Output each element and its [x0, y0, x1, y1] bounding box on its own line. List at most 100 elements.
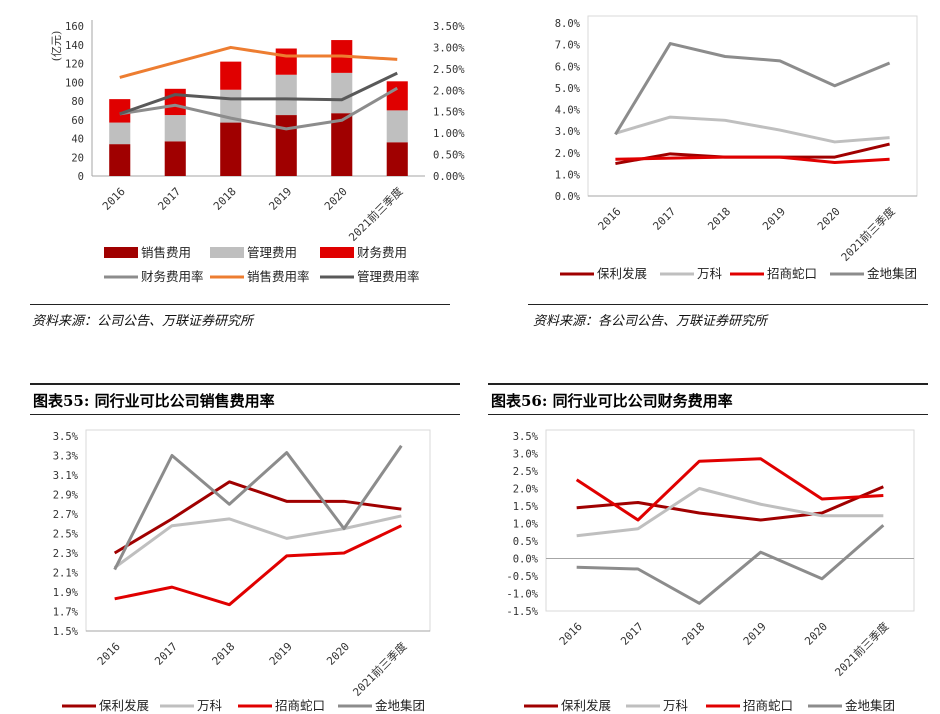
c4-ytick: 2.0% [513, 484, 539, 496]
c2-ytick: 0.0% [555, 191, 581, 203]
c1-legend-label: 财务费用 [357, 245, 407, 260]
c1-rate-line [119, 86, 399, 131]
c3-xtick: 2021前三季度 [350, 639, 410, 699]
source-rule-right [528, 304, 928, 305]
c1-rate-line [119, 71, 398, 116]
c1-legend-label: 管理费用 [247, 245, 297, 260]
c3-ytick: 1.5% [53, 626, 79, 638]
c3-xtick: 2020 [324, 640, 352, 668]
source-note-left: 资料来源：公司公告、万联证券研究所 [32, 314, 254, 329]
c4-legend-label: 金地集团 [845, 698, 895, 713]
c4-series-line [576, 485, 884, 522]
c3-ytick: 1.7% [53, 607, 79, 619]
c1-bar-segment [386, 142, 408, 176]
c1-xtick: 2020 [322, 185, 350, 213]
c2-xtick: 2021前三季度 [838, 204, 898, 264]
c4-legend-label: 万科 [663, 698, 689, 713]
c3-series-line [114, 524, 402, 607]
c3-legend-label: 招商蛇口 [275, 698, 325, 713]
c1-y2tick: 3.50% [433, 21, 465, 33]
title-rule-bottom-right [488, 414, 928, 415]
c3-xtick: 2019 [267, 640, 295, 668]
c2-ytick: 1.0% [555, 169, 581, 181]
c1-bar-segment [275, 48, 297, 75]
c4-xtick: 2019 [741, 620, 769, 648]
c1-xtick: 2019 [266, 185, 294, 213]
c1-y2tick: 1.00% [433, 128, 465, 140]
c3-xtick: 2016 [95, 640, 123, 668]
c1-bar-segment [164, 141, 186, 176]
c1-y2tick: 3.00% [433, 42, 465, 54]
c1-bar-segment [386, 110, 408, 143]
c2-xtick: 2018 [705, 205, 733, 233]
c2-legend-label: 保利发展 [597, 266, 647, 281]
title-rule-top-right [488, 383, 928, 385]
c2-ytick: 5.0% [555, 83, 581, 95]
c1-legend-swatch [320, 247, 354, 258]
c3-xtick: 2017 [152, 640, 180, 668]
c4-plot-frame [545, 429, 915, 612]
c4-ytick: 1.5% [513, 501, 539, 513]
c2-xtick: 2019 [760, 205, 788, 233]
c2-series-line [615, 155, 890, 164]
c2-ytick: 2.0% [555, 148, 581, 160]
c4-ytick: -1.0% [506, 589, 538, 601]
c1-y2tick: 2.00% [433, 85, 465, 97]
c1-ylabel: (亿元) [50, 31, 63, 62]
c1-legend-label: 销售费用 [141, 245, 191, 260]
c2-ytick: 7.0% [555, 40, 581, 52]
c1-y2tick: 1.50% [433, 107, 465, 119]
c1-ytick: 100 [65, 77, 84, 89]
c4-legend-label: 招商蛇口 [743, 698, 793, 713]
c2-plot-frame [587, 15, 918, 197]
c3-ytick: 3.3% [53, 451, 79, 463]
c1-bar-segment [220, 122, 242, 176]
c2-ytick: 8.0% [555, 18, 581, 30]
c1-xtick: 2018 [211, 185, 239, 213]
c4-xtick: 2020 [802, 620, 830, 648]
c3-ytick: 2.1% [53, 568, 79, 580]
c1-ytick: 160 [65, 21, 84, 33]
c4-series-line [576, 487, 884, 538]
c1-bar-segment [275, 115, 297, 176]
c3-series-line [113, 480, 402, 555]
c2-series-line [614, 42, 891, 136]
c4-ytick: 0.5% [513, 536, 539, 548]
c1-y2tick: 0.00% [433, 171, 465, 183]
c1-rate-line [119, 45, 398, 79]
c1-bar-segment [109, 144, 131, 176]
c1-legend-swatch [104, 247, 138, 258]
c2-legend-label: 万科 [697, 266, 723, 281]
c4-legend-label: 保利发展 [561, 698, 611, 713]
c1-bar-segment [275, 74, 297, 116]
c4-ytick: 1.0% [513, 519, 539, 531]
c1-legend-label: 销售费用率 [247, 269, 310, 284]
c1-bar-segment [331, 72, 353, 114]
c3-ytick: 3.1% [53, 470, 79, 482]
c1-ytick: 0 [78, 171, 84, 183]
c1-ytick: 60 [71, 115, 84, 127]
title-rule-top-left [30, 383, 460, 385]
c1-bar-segment [331, 113, 353, 176]
c1-ytick: 140 [65, 40, 84, 52]
c1-ytick: 120 [65, 59, 84, 71]
c2-xtick: 2017 [650, 205, 678, 233]
c2-ytick: 3.0% [555, 126, 581, 138]
c4-series-line [576, 524, 885, 605]
c1-bar-segment [109, 122, 131, 145]
c2-series-line [614, 115, 890, 144]
c3-legend-label: 万科 [197, 698, 223, 713]
c1-y2tick: 0.50% [433, 150, 465, 162]
c1-bar-segment [164, 115, 186, 142]
c3-plot-frame [85, 429, 431, 632]
c1-ytick: 40 [71, 134, 84, 146]
c4-ytick: -0.5% [506, 571, 538, 583]
c4-ytick: 3.5% [513, 431, 539, 443]
c2-legend-label: 招商蛇口 [767, 266, 817, 281]
c2-legend-label: 金地集团 [867, 266, 917, 281]
c3-legend-label: 保利发展 [99, 698, 149, 713]
c1-bar-segment [220, 61, 242, 90]
c1-y2tick: 2.50% [433, 64, 465, 76]
chart55-title: 图表55: 同行业可比公司销售费用率 [33, 392, 275, 410]
